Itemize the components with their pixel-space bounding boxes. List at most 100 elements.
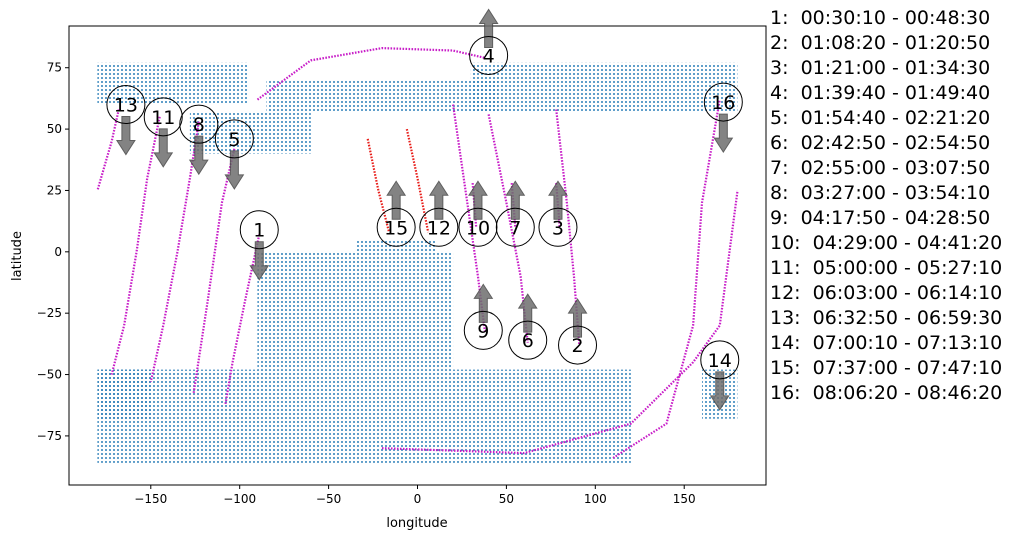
pass-label-7: 7 <box>509 217 521 239</box>
legend-entry-11: 11: 05:00:00 - 05:27:10 <box>770 257 1003 279</box>
pass-label-6: 6 <box>522 330 534 352</box>
arrow-up-icon <box>478 8 499 48</box>
x-tick: 50 <box>499 485 514 506</box>
x-tick-label: −150 <box>134 492 167 506</box>
pass-track-4 <box>256 46 486 101</box>
legend-entry-16: 16: 08:06:20 - 08:46:20 <box>770 382 1003 404</box>
pass-track-15 <box>366 138 391 233</box>
pass-track-14 <box>381 190 739 455</box>
pass-label-8: 8 <box>193 114 205 136</box>
pass-label-1: 1 <box>253 220 265 242</box>
pass-marker-5 <box>214 119 254 159</box>
legend-entry-1: 1: 00:30:10 - 00:48:30 <box>770 7 991 29</box>
legend-entry-12: 12: 06:03:00 - 06:14:10 <box>770 282 1003 304</box>
y-axis-label: latitude <box>10 231 25 281</box>
arrow-up-icon <box>386 180 407 220</box>
y-tick: 75 <box>47 61 69 75</box>
y-tick: 25 <box>47 183 69 197</box>
x-axis: −150 −100 −50 0 50 100 150 <box>134 485 696 506</box>
arrow-down-icon <box>153 128 174 168</box>
x-tick-label: 0 <box>414 492 422 506</box>
pass-marker-16 <box>703 82 743 122</box>
legend-entry-14: 14: 07:00:10 - 07:13:10 <box>770 332 1003 354</box>
pass-label-10: 10 <box>466 217 490 239</box>
legend-entry-7: 7: 02:55:00 - 03:07:50 <box>770 157 991 179</box>
pass-label-11: 11 <box>151 107 175 129</box>
legend-entry-10: 10: 04:29:00 - 04:41:20 <box>770 232 1003 254</box>
x-tick: −150 <box>134 485 167 506</box>
y-tick-label: −50 <box>37 368 62 382</box>
y-tick: −50 <box>37 368 69 382</box>
arrow-up-icon <box>567 298 588 338</box>
y-tick-label: 50 <box>47 122 62 136</box>
coverage-region <box>355 239 436 252</box>
coverage-region <box>189 111 311 154</box>
coverage-region <box>97 62 249 105</box>
arrow-down-icon <box>188 135 209 176</box>
x-tick: −50 <box>316 485 341 506</box>
legend-entry-6: 6: 02:42:50 - 02:54:50 <box>770 132 991 154</box>
legend-entry-15: 15: 07:37:00 - 07:47:10 <box>770 357 1003 379</box>
y-axis: 75 50 25 0 −25 −50 −75 <box>37 61 69 443</box>
y-tick: −75 <box>37 429 69 443</box>
arrow-down-icon <box>115 116 136 156</box>
pass-label-3: 3 <box>552 217 564 239</box>
x-tick: 0 <box>414 485 422 506</box>
pass-label-15: 15 <box>384 217 408 239</box>
pass-label-2: 2 <box>571 335 583 357</box>
x-tick: 150 <box>673 485 696 506</box>
pass-label-13: 13 <box>114 95 138 117</box>
x-tick-label: 150 <box>673 492 696 506</box>
pass-marker-12 <box>419 207 459 247</box>
coverage-region <box>257 251 454 370</box>
pass-label-12: 12 <box>427 217 451 239</box>
y-tick-label: 0 <box>54 245 62 259</box>
arrow-down-icon <box>224 150 245 190</box>
pass-marker-4 <box>469 35 509 75</box>
pass-marker-3 <box>538 207 578 247</box>
legend-entry-5: 5: 01:54:40 - 02:21:20 <box>770 107 991 129</box>
y-tick-label: −75 <box>37 429 62 443</box>
legend-entry-2: 2: 01:08:20 - 01:20:50 <box>770 32 991 54</box>
pass-label-16: 16 <box>711 92 735 114</box>
x-tick-label: 100 <box>584 492 607 506</box>
y-tick-label: 75 <box>47 61 62 75</box>
pass-track-11 <box>110 116 161 375</box>
pass-label-9: 9 <box>477 320 489 342</box>
legend-entry-8: 8: 03:27:00 - 03:54:10 <box>770 182 991 204</box>
pass-label-4: 4 <box>483 45 495 67</box>
legend-entry-9: 9: 04:17:50 - 04:28:50 <box>770 207 991 229</box>
coverage-region <box>470 62 738 112</box>
coverage-region <box>266 80 498 112</box>
pass-marker-2 <box>558 325 598 365</box>
x-tick-label: −50 <box>316 492 341 506</box>
pass-marker-15 <box>376 207 416 247</box>
x-axis-label: longitude <box>386 516 447 531</box>
pass-marker-9 <box>463 310 503 350</box>
y-tick-label: −25 <box>37 306 62 320</box>
coverage-layer <box>97 62 738 463</box>
arrow-up-icon <box>468 180 488 220</box>
pass-marker-14 <box>700 340 740 380</box>
legend-entry-13: 13: 06:32:50 - 06:59:30 <box>770 307 1003 329</box>
x-tick-label: −100 <box>223 492 256 506</box>
pass-marker-7 <box>495 207 535 247</box>
pass-track-12 <box>405 128 430 233</box>
arrow-up-icon <box>505 180 526 220</box>
pass-track-8 <box>149 121 200 383</box>
pass-track-5 <box>192 148 236 395</box>
pass-marker-11 <box>143 97 183 137</box>
x-tick: 100 <box>584 485 607 506</box>
x-tick-label: 50 <box>499 492 514 506</box>
arrow-up-icon <box>428 180 449 220</box>
pass-time-legend: 1: 00:30:10 - 00:48:30 2: 01:08:20 - 01:2… <box>770 6 1002 406</box>
legend-entry-4: 4: 01:39:40 - 01:49:40 <box>770 82 991 104</box>
arrow-down-icon <box>713 113 734 154</box>
pass-track-13 <box>96 109 120 191</box>
pass-label-14: 14 <box>708 350 732 372</box>
arrow-up-icon <box>548 180 568 220</box>
pass-track-16 <box>612 99 721 459</box>
pass-label-5: 5 <box>228 129 240 151</box>
pass-marker-13 <box>106 85 146 125</box>
